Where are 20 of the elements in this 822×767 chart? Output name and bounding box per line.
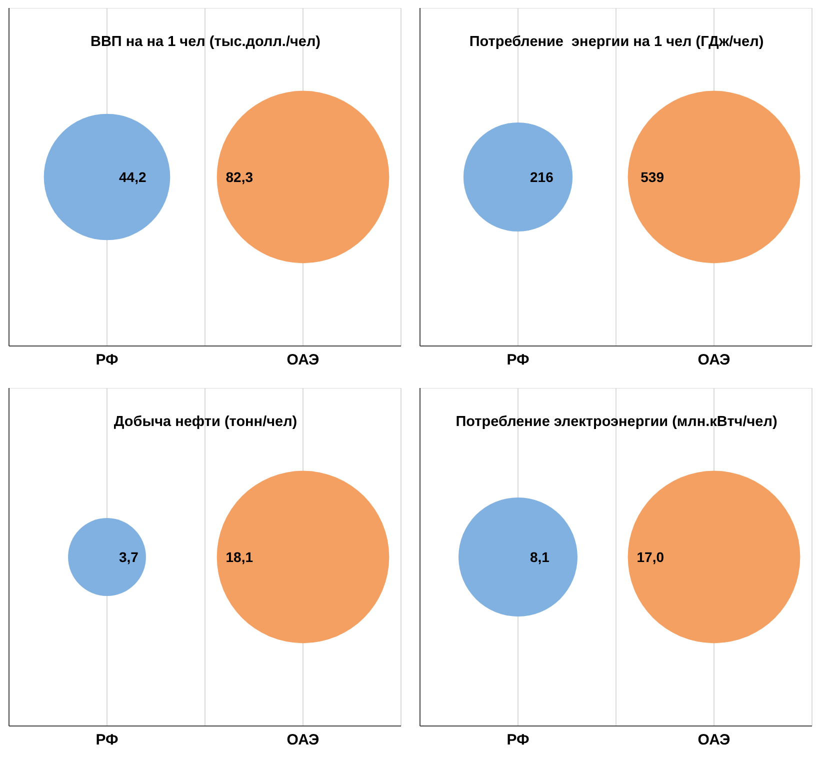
text: Потребление энергии на 1 чел (ГДж/чел) <box>468 34 765 50</box>
category-label: ОАЭ <box>698 352 731 369</box>
data-label: 44,2 <box>119 168 146 185</box>
data-label: 216 <box>530 168 554 185</box>
category-label: ОАЭ <box>286 732 320 749</box>
category-label: РФ <box>506 352 530 369</box>
data-label: 3,7 <box>119 548 139 565</box>
data-label: 17,0 <box>636 548 664 565</box>
category-label: РФ <box>506 732 530 749</box>
data-label: 8,1 <box>530 548 550 565</box>
data-label: 539 <box>640 168 664 185</box>
data-label: 18,1 <box>226 548 254 565</box>
category-label: ОАЭ <box>286 352 320 369</box>
category-label: РФ <box>96 732 118 749</box>
text: Потребление электроэнергии (млн.кВтч/чел) <box>454 414 778 430</box>
text: Добыча нефти (тонн/чел) <box>112 414 298 430</box>
text: ВВП на на 1 чел (тыс.долл./чел) <box>89 34 322 50</box>
category-label: РФ <box>96 352 118 369</box>
data-label: 82,3 <box>226 168 254 185</box>
category-label: ОАЭ <box>698 732 731 749</box>
